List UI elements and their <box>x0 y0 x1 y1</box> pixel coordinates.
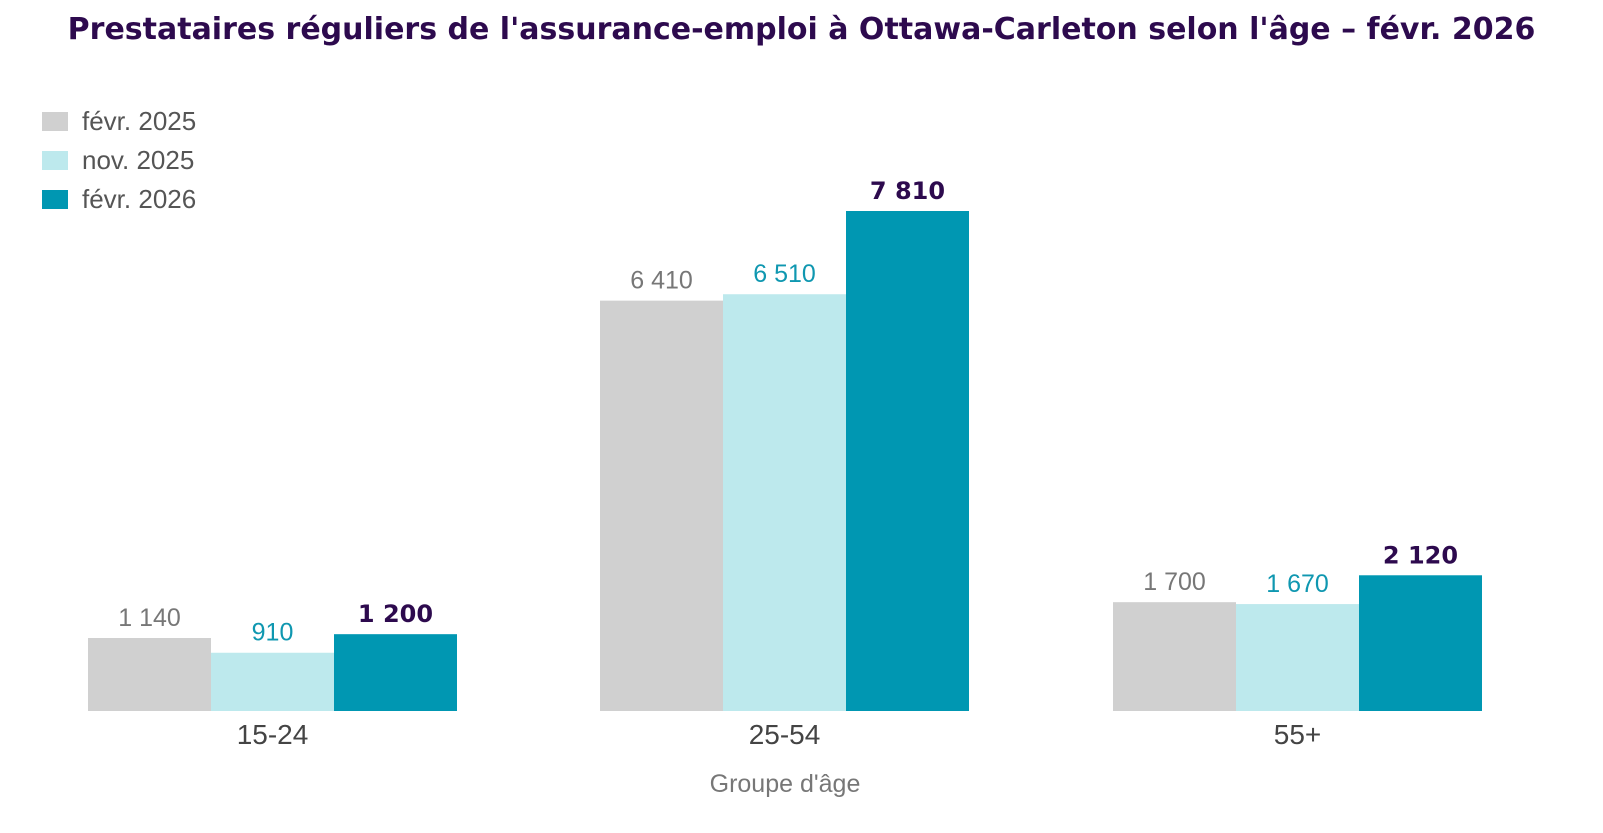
data-label-15-24-series-1: 1 140 <box>118 604 181 632</box>
data-label-15-24-series-3: 1 200 <box>358 600 433 628</box>
legend-label-2: nov. 2025 <box>82 145 194 175</box>
x-axis-ticks: 15-24 25-54 55+ <box>237 719 1322 750</box>
data-label-25-54-series-3: 7 810 <box>870 177 945 205</box>
data-label-55+-series-2: 1 670 <box>1266 570 1329 598</box>
value-labels: 1 140 910 1 200 6 410 6 510 7 810 1 700 1 670 2 … <box>118 177 1458 647</box>
x-tick-label-1: 15-24 <box>237 719 309 750</box>
bar-55+-series-2 <box>1236 604 1359 711</box>
x-tick-label-3: 55+ <box>1274 719 1322 750</box>
legend-label-3: févr. 2026 <box>82 184 196 214</box>
bar-15-24-series-1 <box>88 638 211 711</box>
x-axis-label: Groupe d'âge <box>710 770 861 798</box>
bars <box>88 211 1482 711</box>
legend: févr. 2025 nov. 2025 févr. 2026 <box>42 106 196 214</box>
bar-15-24-series-3 <box>334 634 457 711</box>
data-label-15-24-series-2: 910 <box>252 619 294 647</box>
bar-55+-series-3 <box>1359 575 1482 711</box>
bar-25-54-series-2 <box>723 294 846 711</box>
data-label-25-54-series-1: 6 410 <box>630 267 693 295</box>
x-tick-label-2: 25-54 <box>749 719 821 750</box>
legend-swatch-3 <box>42 190 68 209</box>
data-label-55+-series-3: 2 120 <box>1383 541 1458 569</box>
data-label-25-54-series-2: 6 510 <box>753 260 816 288</box>
legend-swatch-2 <box>42 151 68 170</box>
bar-55+-series-1 <box>1113 602 1236 711</box>
legend-label-1: févr. 2025 <box>82 106 196 136</box>
chart-title: Prestataires réguliers de l'assurance-em… <box>67 12 1536 47</box>
data-label-55+-series-1: 1 700 <box>1143 568 1206 596</box>
bar-15-24-series-2 <box>211 652 334 711</box>
bar-25-54-series-3 <box>846 211 969 711</box>
legend-swatch-1 <box>42 112 68 131</box>
bar-25-54-series-1 <box>600 300 723 711</box>
